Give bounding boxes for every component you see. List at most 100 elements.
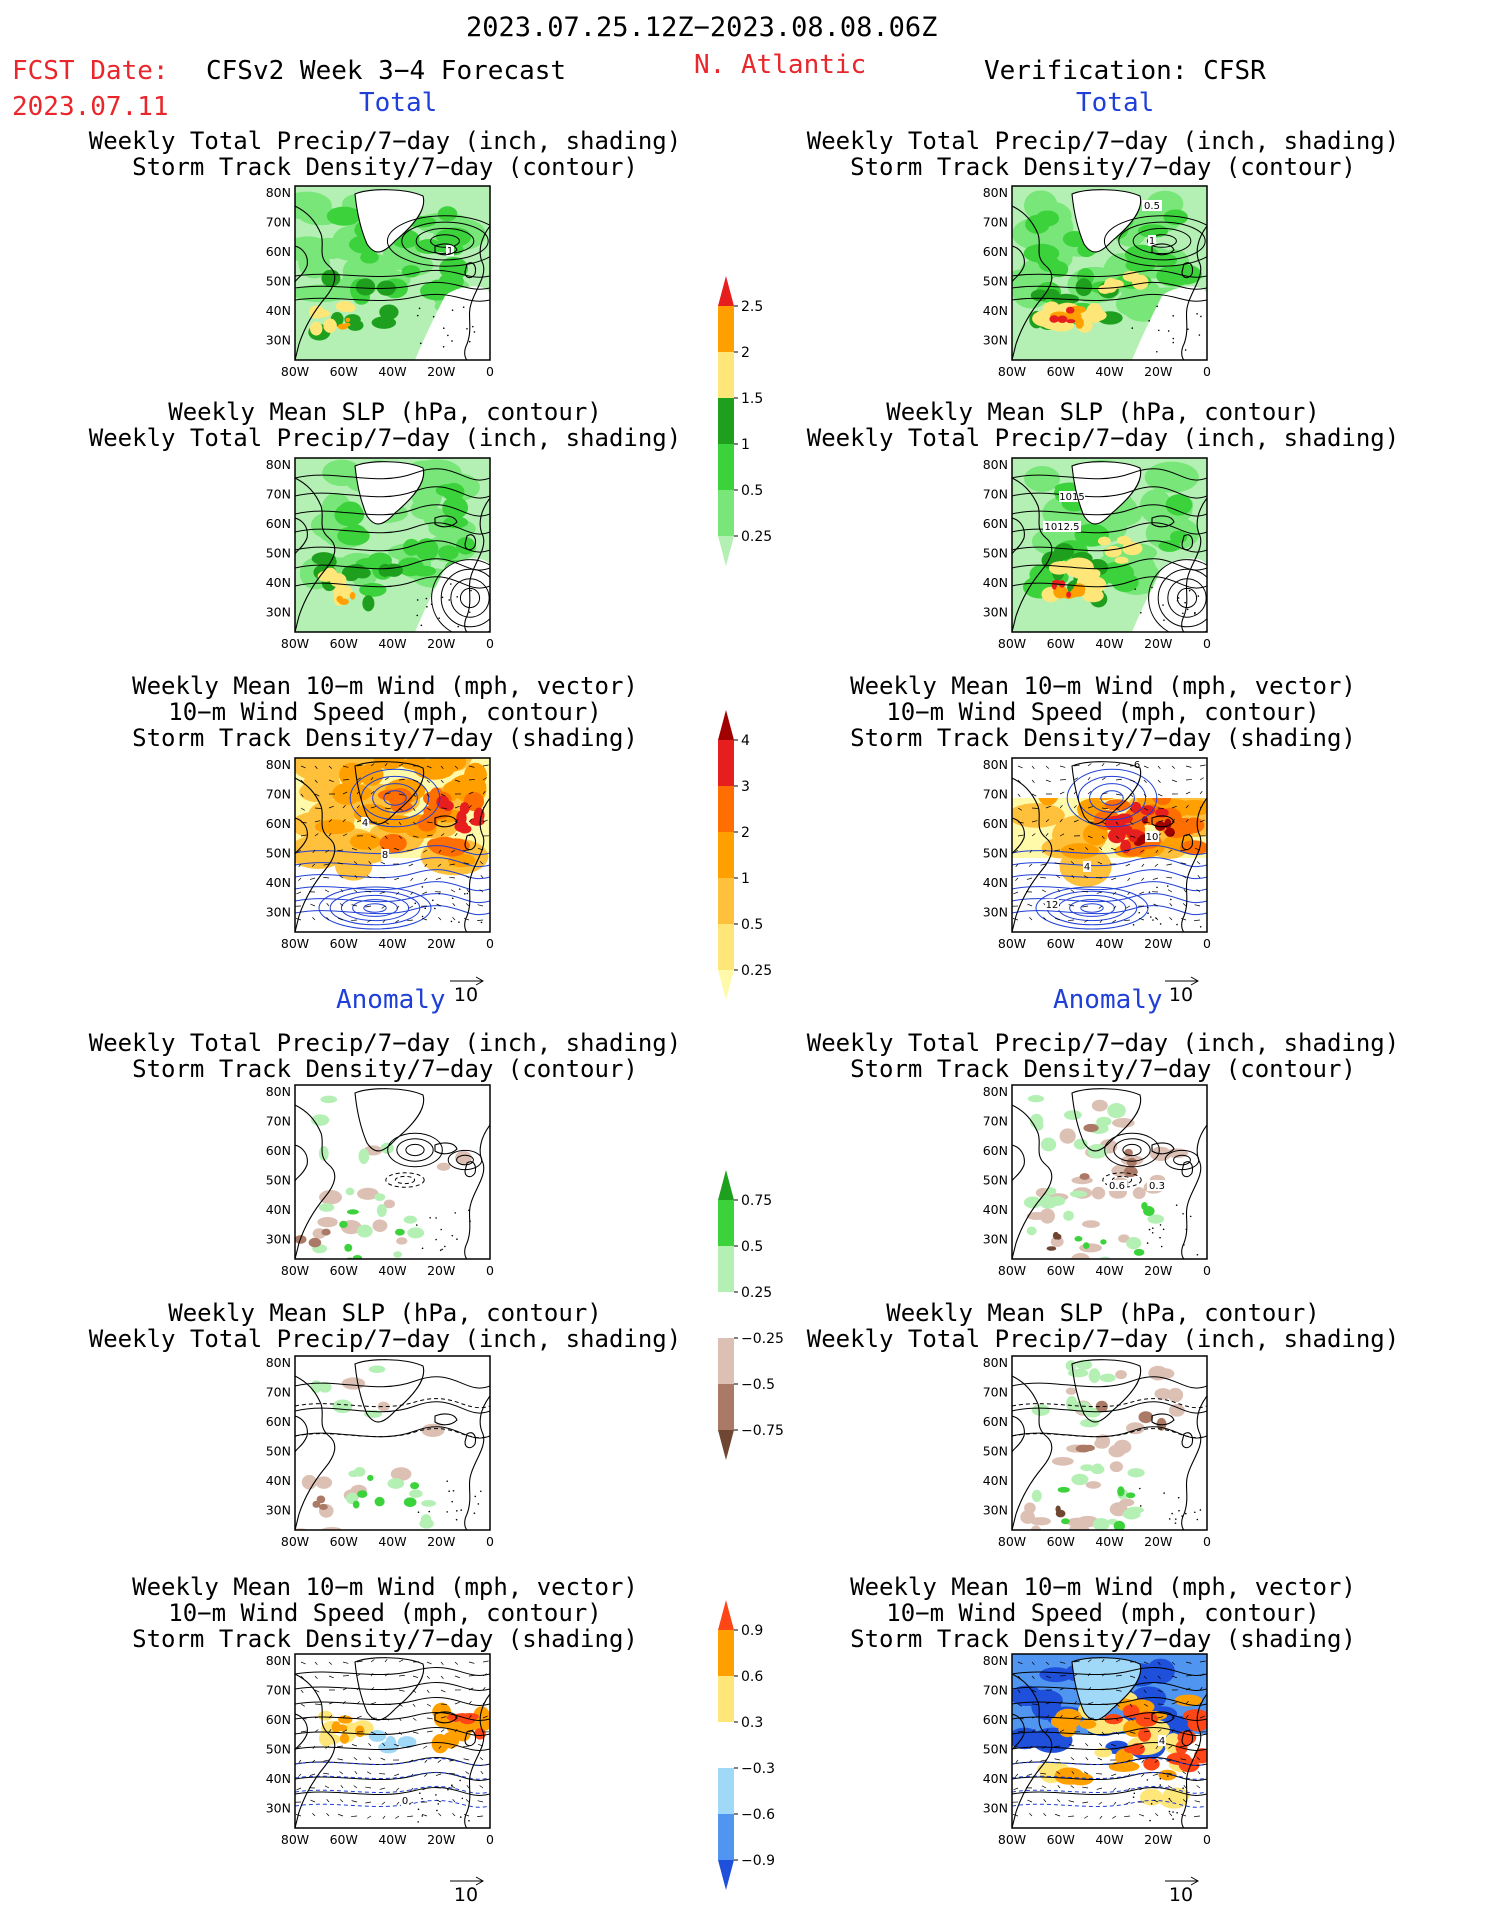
map-panel-r4-c1: 80N 70N 60N 50N 40N 30N 80W 60W 40W 20W 0	[255, 1075, 510, 1293]
lat-tick-label: 60N	[266, 1712, 291, 1727]
colorbar-segment	[718, 1860, 734, 1890]
lat-tick-label: 30N	[266, 1503, 291, 1518]
lat-tick-label: 70N	[266, 487, 291, 502]
panel-title-line: Weekly Mean 10−m Wind (mph, vector)	[132, 1573, 638, 1601]
map-field: 48	[295, 758, 490, 932]
lon-tick-label: 60W	[330, 1263, 358, 1278]
lat-tick-label: 60N	[983, 1143, 1008, 1158]
colorbar-segment	[718, 1630, 734, 1676]
lon-tick-label: 20W	[1144, 936, 1172, 951]
lat-tick-label: 30N	[266, 1801, 291, 1816]
lat-tick-label: 30N	[983, 1801, 1008, 1816]
map-field	[1012, 1356, 1207, 1530]
lat-tick-label: 70N	[983, 1683, 1008, 1698]
lon-tick-label: 40W	[1095, 1534, 1123, 1549]
lon-tick-label: 0	[486, 364, 494, 379]
lon-tick-label: 40W	[378, 636, 406, 651]
map-panel-r6-c1: 80N 70N 60N 50N 40N 30N 80W 60W 40W 20W 0 0	[255, 1644, 510, 1862]
lat-tick-label: 70N	[983, 215, 1008, 230]
colorbar-level-label: 0.25	[741, 1285, 772, 1301]
colorbar-segment	[718, 924, 734, 970]
col-left-total: Total	[359, 88, 438, 118]
colorbar-level-label: 2.5	[741, 299, 763, 315]
map-field: 4	[1012, 1654, 1207, 1828]
lat-tick-label: 40N	[266, 1202, 291, 1217]
panel-title-line: Weekly Total Precip/7−day (inch, shading…	[806, 127, 1400, 155]
lon-tick-label: 60W	[330, 364, 358, 379]
lon-tick-label: 20W	[427, 1263, 455, 1278]
contour-label: 0.5	[1144, 201, 1160, 212]
lat-tick-label: 30N	[983, 905, 1008, 920]
lon-tick-label: 40W	[1095, 936, 1123, 951]
colorbar-segment	[718, 306, 734, 352]
lat-tick-label: 40N	[266, 575, 291, 590]
colorbar-precip-total: 0.25 0.5 1 1.5 2 2.5	[718, 266, 798, 570]
lat-tick-label: 50N	[266, 274, 291, 289]
col-right-anomaly: Anomaly	[1053, 985, 1163, 1015]
panel-title-line: 10−m Wind Speed (mph, contour)	[168, 698, 602, 726]
lon-tick-label: 80W	[281, 1832, 309, 1847]
colorbar-storm-anom: −0.9 −0.6 −0.3 0.3 0.6 0.9	[718, 1590, 798, 1894]
lat-tick-label: 30N	[983, 605, 1008, 620]
colorbar-segment	[718, 276, 734, 306]
colorbar-level-label: 0.25	[741, 963, 772, 979]
panel-title-r5-c2: Weekly Mean SLP (hPa, contour) Weekly Tot…	[783, 1300, 1423, 1352]
lat-tick-label: 70N	[266, 1385, 291, 1400]
lat-tick-label: 80N	[983, 1355, 1008, 1370]
lat-tick-label: 70N	[266, 1683, 291, 1698]
panel-title-r4-c1: Weekly Total Precip/7−day (inch, shading…	[65, 1030, 705, 1082]
lat-tick-label: 60N	[983, 816, 1008, 831]
contour-label: 6	[1134, 760, 1140, 771]
map-panel-r2-c2: 80N 70N 60N 50N 40N 30N 80W 60W 40W 20W 0 1015 1012.…	[972, 448, 1227, 666]
col-right-total: Total	[1076, 88, 1155, 118]
colorbar-segment	[718, 1384, 734, 1430]
lat-tick-label: 50N	[266, 846, 291, 861]
colorbar-level-label: 0.9	[741, 1623, 763, 1639]
lon-tick-label: 60W	[1047, 1534, 1075, 1549]
contour-label: 4	[1159, 1736, 1165, 1747]
map-panel-r5-c1: 80N 70N 60N 50N 40N 30N 80W 60W 40W 20W 0	[255, 1346, 510, 1564]
colorbar-segment	[718, 1170, 734, 1200]
vector-ref-label: 10	[1169, 984, 1193, 1006]
contour-label: 4	[1084, 862, 1090, 873]
panel-title-r3-c1: Weekly Mean 10−m Wind (mph, vector) 10−m …	[65, 673, 705, 751]
colorbar-level-label: 0.75	[741, 1193, 772, 1209]
lon-tick-label: 20W	[427, 636, 455, 651]
map-field: 1015 1012.5	[1012, 458, 1207, 632]
panel-title-r6-c1: Weekly Mean 10−m Wind (mph, vector) 10−m …	[65, 1574, 705, 1652]
lat-tick-label: 80N	[266, 1084, 291, 1099]
panel-title-line: 10−m Wind Speed (mph, contour)	[886, 698, 1320, 726]
colorbar-level-label: 0.25	[741, 529, 772, 545]
map-panel-r3-c2: 80N 70N 60N 50N 40N 30N 80W 60W 40W 20W 0 10 4 12 6	[972, 748, 1227, 966]
lat-tick-label: 60N	[266, 816, 291, 831]
lon-tick-label: 60W	[1047, 1832, 1075, 1847]
panel-title-line: Storm Track Density/7−day (shading)	[850, 1625, 1356, 1653]
map-panel-r1-c2: 80N 70N 60N 50N 40N 30N 80W 60W 40W 20W 0 1 0.5	[972, 176, 1227, 394]
colorbar-level-label: −0.5	[741, 1377, 775, 1393]
lon-tick-label: 40W	[378, 1534, 406, 1549]
panel-title-line: Storm Track Density/7−day (contour)	[132, 153, 638, 181]
model-label: CFSv2 Week 3−4 Forecast	[206, 56, 567, 86]
lat-tick-label: 30N	[266, 333, 291, 348]
panel-title-line: Weekly Total Precip/7−day (inch, shading…	[88, 1325, 682, 1353]
col-left-anomaly: Anomaly	[336, 985, 446, 1015]
panel-title-r2-c2: Weekly Mean SLP (hPa, contour) Weekly Tot…	[783, 399, 1423, 451]
map-field	[295, 458, 490, 632]
lon-tick-label: 80W	[281, 936, 309, 951]
lon-tick-label: 20W	[1144, 636, 1172, 651]
lat-tick-label: 30N	[983, 1503, 1008, 1518]
colorbar-segment	[718, 878, 734, 924]
lon-tick-label: 40W	[378, 1832, 406, 1847]
contour-label: 1012.5	[1045, 522, 1080, 533]
lat-tick-label: 80N	[266, 185, 291, 200]
panel-title-line: Storm Track Density/7−day (shading)	[132, 724, 638, 752]
lat-tick-label: 60N	[266, 244, 291, 259]
colorbar-segment	[718, 352, 734, 398]
lat-tick-label: 70N	[983, 1114, 1008, 1129]
colorbar-level-label: −0.25	[741, 1331, 784, 1347]
lat-tick-label: 50N	[983, 546, 1008, 561]
lat-tick-label: 70N	[983, 487, 1008, 502]
lon-tick-label: 0	[1203, 364, 1211, 379]
lon-tick-label: 20W	[427, 1534, 455, 1549]
panel-title-line: 10−m Wind Speed (mph, contour)	[168, 1599, 602, 1627]
